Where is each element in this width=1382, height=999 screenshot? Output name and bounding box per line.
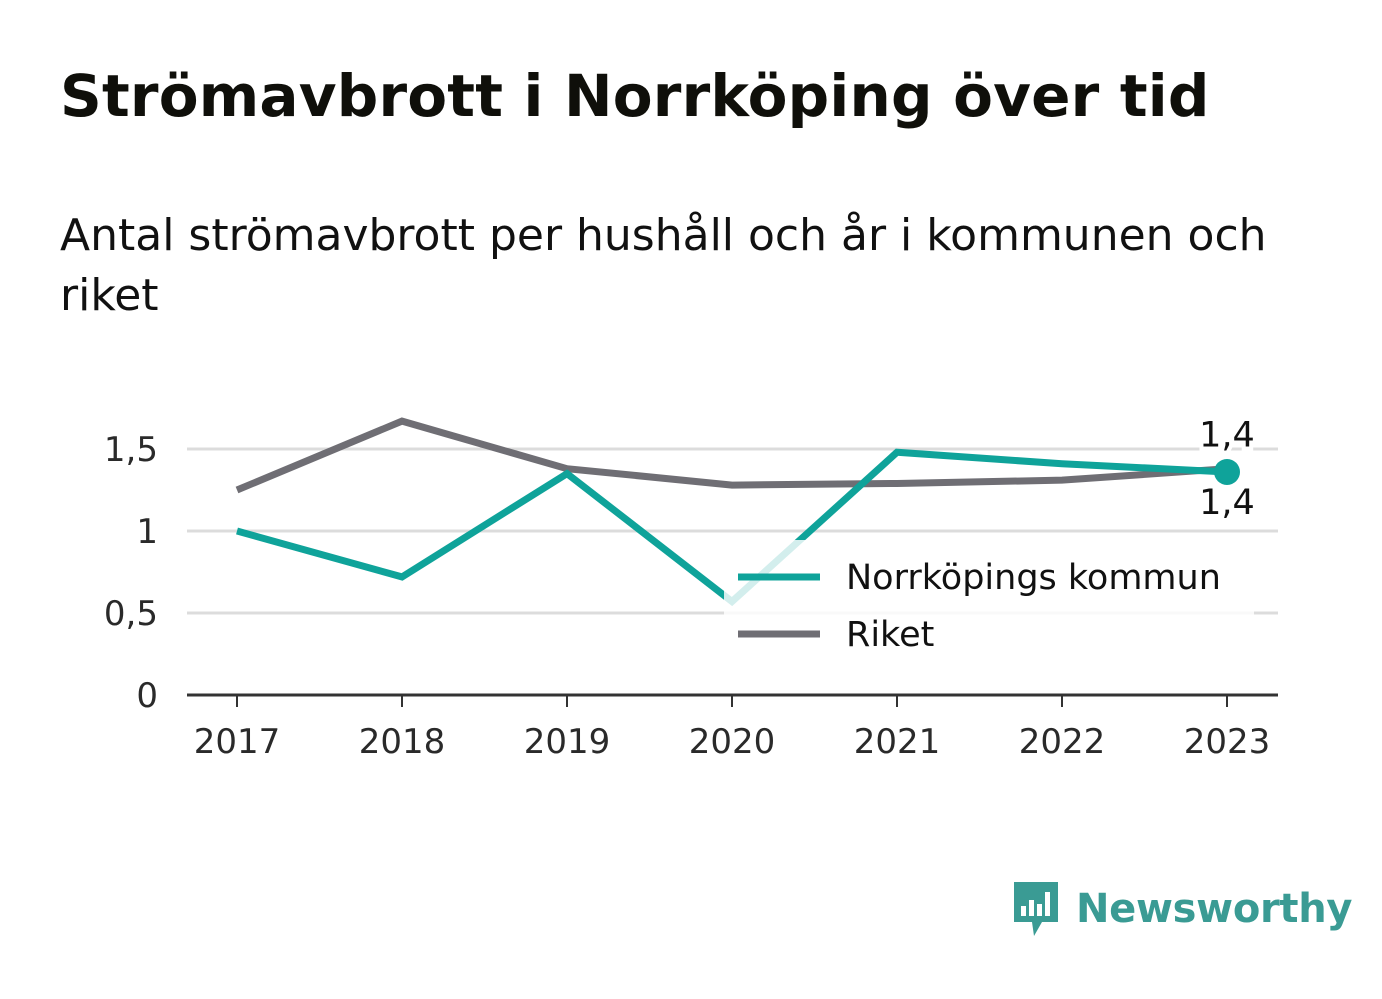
series-line-riket — [235, 417, 1228, 494]
x-tick-label: 2022 — [1019, 722, 1106, 762]
legend-label: Norrköpings kommun — [846, 558, 1221, 598]
y-tick-label: 0 — [136, 676, 158, 716]
brand-name: Newsworthy — [1076, 886, 1353, 932]
chart-title: Strömavbrott i Norrköping över tid — [60, 62, 1210, 130]
legend-box — [724, 540, 1254, 668]
x-tick-label: 2023 — [1184, 722, 1271, 762]
x-tick-label: 2018 — [359, 722, 446, 762]
end-label-riket: 1,4 — [1199, 416, 1255, 456]
x-tick-label: 2019 — [524, 722, 611, 762]
x-tick-label: 2021 — [854, 722, 941, 762]
brand-logo: Newsworthy — [1010, 878, 1353, 940]
legend-label: Riket — [846, 615, 934, 655]
y-tick-label: 0,5 — [104, 594, 158, 634]
y-tick-label: 1,5 — [104, 430, 158, 470]
end-label-norrkoping: 1,4 — [1199, 483, 1255, 523]
end-point-norrkoping — [1214, 458, 1240, 485]
line-chart: 0 0,5 1 1,5 2017 2018 2019 2020 2021 2022 2023 1,4 1… — [104, 412, 1278, 762]
chart-subtitle: Antal strömavbrott per hushåll och år i … — [60, 210, 1267, 321]
y-tick-label: 1 — [136, 512, 158, 552]
x-tick-label: 2020 — [689, 722, 776, 762]
x-tick-label: 2017 — [194, 722, 281, 762]
newsworthy-logo-icon — [1014, 882, 1058, 936]
